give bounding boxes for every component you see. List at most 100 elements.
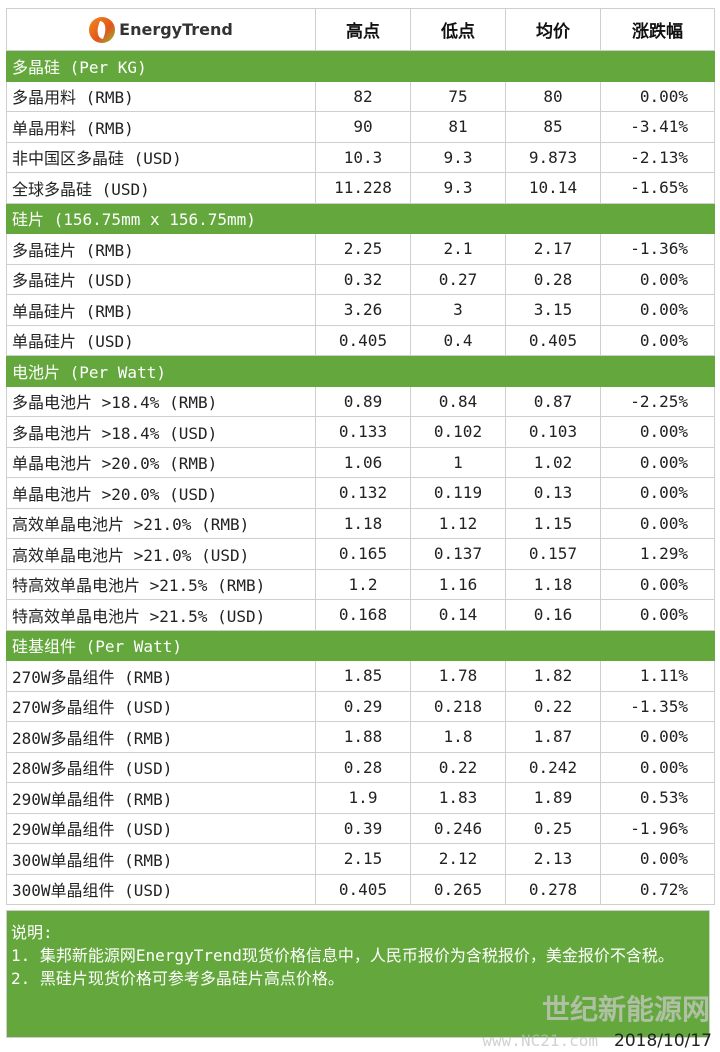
notes-box: 说明: 1. 集邦新能源网EnergyTrend现货价格信息中，人民币报价为含税… [6,910,710,1038]
change-value: 0.00% [600,721,715,753]
row-label: 300W单晶组件 (RMB) [6,843,316,875]
section-header-row: 多晶硅 (Per KG) [6,50,715,82]
row-label: 290W单晶组件 (RMB) [6,782,316,814]
energytrend-leaf-icon [89,16,116,43]
change-value: -1.36% [600,233,715,265]
table-row: 280W多晶组件 (USD) 0.28 0.22 0.242 0.00% [6,751,715,783]
average-value: 0.87 [505,385,601,417]
low-value: 0.102 [410,416,506,448]
table-row: 高效单晶电池片 >21.0% (RMB) 1.18 1.12 1.15 0.00% [6,507,715,539]
table-row: 290W单晶组件 (USD) 0.39 0.246 0.25 -1.96% [6,812,715,844]
change-value: 1.29% [600,538,715,570]
average-value: 10.14 [505,172,601,204]
high-value: 1.88 [315,721,411,753]
low-value: 1.78 [410,660,506,692]
average-value: 1.82 [505,660,601,692]
high-value: 3.26 [315,294,411,326]
change-value: 0.00% [600,324,715,356]
row-label: 单晶电池片 >20.0% (RMB) [6,446,316,478]
table-row: 290W单晶组件 (RMB) 1.9 1.83 1.89 0.53% [6,782,715,814]
average-value: 2.13 [505,843,601,875]
row-label: 高效单晶电池片 >21.0% (USD) [6,538,316,570]
high-value: 0.405 [315,324,411,356]
high-value: 11.228 [315,172,411,204]
average-value: 0.278 [505,873,601,905]
high-value: 90 [315,111,411,143]
row-label: 单晶电池片 >20.0% (USD) [6,477,316,509]
section-title: 硅片 (156.75mm x 156.75mm) [6,202,715,234]
average-value: 3.15 [505,294,601,326]
row-label: 特高效单晶电池片 >21.5% (RMB) [6,568,316,600]
row-label: 单晶硅片 (RMB) [6,294,316,326]
high-value: 0.89 [315,385,411,417]
average-value: 1.89 [505,782,601,814]
average-value: 0.13 [505,477,601,509]
low-value: 2.1 [410,233,506,265]
average-value: 85 [505,111,601,143]
row-label: 特高效单晶电池片 >21.5% (USD) [6,599,316,631]
column-header-high: 高点 [315,8,411,51]
high-value: 10.3 [315,141,411,173]
low-value: 0.22 [410,751,506,783]
high-value: 82 [315,80,411,112]
low-value: 0.119 [410,477,506,509]
low-value: 9.3 [410,172,506,204]
row-label: 280W多晶组件 (RMB) [6,721,316,753]
table-row: 280W多晶组件 (RMB) 1.88 1.8 1.87 0.00% [6,721,715,753]
watermark-url: www.NC21.com [482,1031,598,1050]
notes-title: 说明: [11,923,53,942]
average-value: 0.25 [505,812,601,844]
high-value: 0.28 [315,751,411,783]
average-value: 0.405 [505,324,601,356]
date-label: 2018/10/17 [614,1031,712,1051]
section-title: 多晶硅 (Per KG) [6,50,715,82]
logo-cell: EnergyTrend [6,8,316,51]
table-row: 多晶用料 (RMB) 82 75 80 0.00% [6,80,715,112]
low-value: 0.84 [410,385,506,417]
change-value: 1.11% [600,660,715,692]
column-header-change: 涨跌幅 [600,8,715,51]
row-label: 280W多晶组件 (USD) [6,751,316,783]
row-label: 多晶电池片 >18.4% (RMB) [6,385,316,417]
high-value: 1.9 [315,782,411,814]
change-value: 0.00% [600,416,715,448]
average-value: 9.873 [505,141,601,173]
high-value: 1.18 [315,507,411,539]
row-label: 多晶硅片 (RMB) [6,233,316,265]
high-value: 2.15 [315,843,411,875]
low-value: 0.265 [410,873,506,905]
logo-text: EnergyTrend [119,20,233,39]
change-value: 0.72% [600,873,715,905]
change-value: 0.00% [600,80,715,112]
low-value: 1.83 [410,782,506,814]
row-label: 270W多晶组件 (RMB) [6,660,316,692]
low-value: 0.14 [410,599,506,631]
low-value: 0.137 [410,538,506,570]
table-row: 高效单晶电池片 >21.0% (USD) 0.165 0.137 0.157 1.29% [6,538,715,570]
average-value: 2.17 [505,233,601,265]
section-title: 电池片 (Per Watt) [6,355,715,387]
change-value: 0.00% [600,294,715,326]
change-value: 0.00% [600,507,715,539]
change-value: -3.41% [600,111,715,143]
section-header-row: 硅基组件 (Per Watt) [6,629,715,661]
high-value: 0.132 [315,477,411,509]
high-value: 0.168 [315,599,411,631]
low-value: 0.246 [410,812,506,844]
change-value: 0.00% [600,599,715,631]
table-row: 多晶电池片 >18.4% (RMB) 0.89 0.84 0.87 -2.25% [6,385,715,417]
table-row: 多晶电池片 >18.4% (USD) 0.133 0.102 0.103 0.00% [6,416,715,448]
change-value: -1.65% [600,172,715,204]
table-row: 多晶硅片 (RMB) 2.25 2.1 2.17 -1.36% [6,233,715,265]
change-value: 0.00% [600,477,715,509]
low-value: 0.27 [410,263,506,295]
row-label: 300W单晶组件 (USD) [6,873,316,905]
average-value: 0.16 [505,599,601,631]
low-value: 1.8 [410,721,506,753]
change-value: 0.00% [600,568,715,600]
change-value: 0.00% [600,843,715,875]
row-label: 270W多晶组件 (USD) [6,690,316,722]
table-row: 非中国区多晶硅 (USD) 10.3 9.3 9.873 -2.13% [6,141,715,173]
average-value: 1.15 [505,507,601,539]
low-value: 2.12 [410,843,506,875]
